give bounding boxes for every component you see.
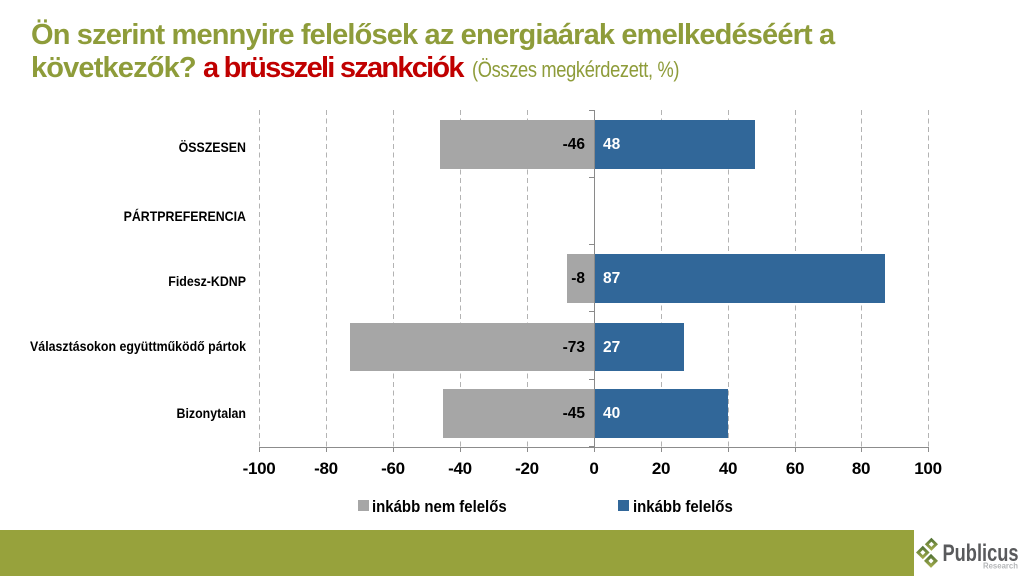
svg-text:Publicus: Publicus xyxy=(943,540,1019,567)
svg-text:Research: Research xyxy=(983,561,1018,571)
